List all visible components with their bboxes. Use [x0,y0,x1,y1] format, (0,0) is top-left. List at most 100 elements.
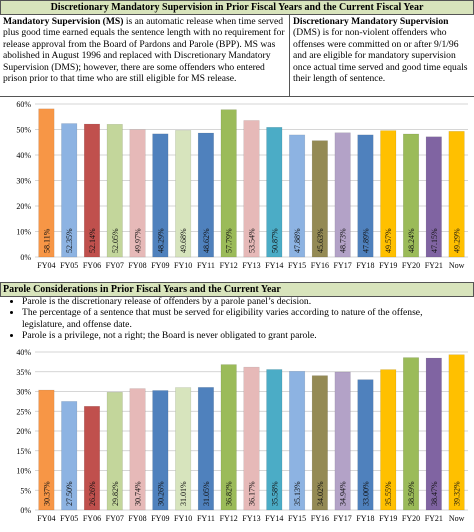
value-label: 30.37% [42,481,51,506]
bar [425,136,442,258]
x-tick-label: FY16 [311,261,329,270]
x-tick-label: FY17 [334,261,352,270]
value-label: 47.89% [361,228,370,253]
x-tick-label: FY08 [128,514,146,523]
x-tick-label: FY14 [265,261,283,270]
parole-chart: 0% 5% 10% 15% 20% 25% 30% 35% 40% FY04 30.37% FY05 2… [16,348,468,523]
x-tick-label: FY11 [197,514,215,523]
bar [197,387,214,511]
x-tick-label: FY20 [402,261,420,270]
value-label: 49.68% [179,228,188,253]
bar [403,133,420,258]
y-tick-label: 15% [16,447,31,456]
bar [243,120,260,258]
bar [61,123,78,258]
bar [334,371,351,511]
text: (DMS) is for non-violent offenders who o… [293,27,468,85]
value-label: 45.63% [316,228,325,253]
bar [243,366,260,511]
x-tick-label: FY07 [106,514,124,523]
bar [83,123,100,258]
value-label: 58.11% [42,228,51,253]
x-tick-label: FY17 [334,514,352,523]
y-tick-label: 0% [20,253,31,262]
y-tick-label: 0% [20,506,31,515]
term: Discretionary Mandatory Supervision [293,16,449,27]
x-tick-label: FY21 [425,261,443,270]
y-tick-label: 40% [16,348,31,357]
bar [152,390,169,511]
y-tick-label: 30% [16,177,31,186]
bar [311,375,328,511]
value-label: 31.01% [179,481,188,506]
bar [266,369,283,511]
bar [289,134,306,258]
value-label: 48.73% [339,228,348,253]
x-tick-label: FY20 [402,514,420,523]
x-tick-label: FY05 [60,514,78,523]
bar [357,134,374,258]
value-label: 48.62% [202,228,211,253]
bar [380,130,397,258]
y-tick-label: 20% [16,427,31,436]
value-label: 30.26% [156,481,165,506]
value-label: 52.14% [88,228,97,253]
x-tick-label: FY13 [242,261,260,270]
value-label: 35.55% [384,481,393,506]
bar [106,391,123,511]
bar [403,357,420,511]
x-tick-label: FY04 [37,514,55,523]
x-tick-label: FY15 [288,261,306,270]
bar [448,354,465,511]
value-label: 49.57% [384,228,393,253]
value-label: 27.50% [65,481,74,506]
x-tick-label: Now [449,514,465,523]
value-label: 52.35% [65,228,74,253]
x-tick-label: FY06 [83,514,101,523]
x-tick-label: FY10 [174,261,192,270]
value-label: 49.29% [453,228,462,253]
value-label: 36.17% [248,481,257,506]
y-tick-label: 40% [16,151,31,160]
text: is an automatic release when time served… [3,16,285,85]
y-tick-label: 35% [16,368,31,377]
value-label: 39.32% [453,481,462,506]
y-tick-label: 10% [16,228,31,237]
x-tick-label: FY09 [151,261,169,270]
value-label: 50.87% [270,228,279,253]
y-tick-label: 5% [20,486,31,495]
value-label: 34.94% [339,481,348,506]
bullet-list: Parole is the discretionary release of o… [0,296,462,342]
y-tick-label: 20% [16,202,31,211]
bar [38,389,55,511]
value-label: 48.29% [156,228,165,253]
bar [152,133,169,258]
x-tick-label: FY11 [197,261,215,270]
value-label: 35.13% [293,481,302,506]
ms-description: Mandatory Supervision (MS) is an automat… [0,15,290,97]
bar [334,132,351,258]
x-tick-label: FY08 [128,261,146,270]
bar [266,127,283,258]
bar [38,108,55,258]
bar [61,401,78,511]
x-tick-label: FY18 [356,514,374,523]
bar [448,131,465,258]
x-tick-label: FY12 [220,514,238,523]
x-tick-label: FY15 [288,514,306,523]
x-tick-label: FY16 [311,514,329,523]
section-title: Discretionary Mandatory Supervision in P… [0,0,474,15]
bullet: Parole is the discretionary release of o… [22,296,462,307]
bar [129,388,146,511]
bar [357,379,374,511]
value-label: 26.26% [88,481,97,506]
bar [129,129,146,258]
value-label: 47.88% [293,228,302,253]
term: Mandatory Supervision (MS) [3,16,124,27]
x-tick-label: FY18 [356,261,374,270]
value-label: 38.47% [430,481,439,506]
bullet: The percentage of a sentence that must b… [22,307,462,330]
bar [175,130,192,258]
y-tick-label: 25% [16,407,31,416]
value-label: 38.59% [407,481,416,506]
